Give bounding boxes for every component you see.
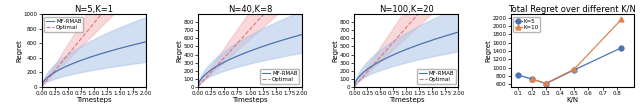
Y-axis label: Regret: Regret (485, 39, 491, 62)
Legend: MF-RMAB, Optimal: MF-RMAB, Optimal (260, 69, 300, 84)
K=5 (570, 69, 578, 71)
K=5 (514, 74, 522, 76)
K=10 (528, 78, 536, 80)
K=10 (618, 19, 625, 20)
Title: N=5,K=1: N=5,K=1 (74, 5, 113, 14)
K=5 (528, 78, 536, 80)
Title: N=40,K=8: N=40,K=8 (228, 5, 272, 14)
X-axis label: Timesteps: Timesteps (388, 97, 424, 103)
K=10 (542, 83, 550, 84)
X-axis label: K/N: K/N (566, 97, 578, 103)
Legend: MF-RMAB, Optimal: MF-RMAB, Optimal (417, 69, 456, 84)
K=10 (570, 68, 578, 70)
Y-axis label: Regret: Regret (176, 39, 182, 62)
Legend: MF-RMAB, Optimal: MF-RMAB, Optimal (44, 17, 83, 32)
Title: N=100,K=20: N=100,K=20 (379, 5, 434, 14)
Y-axis label: Regret: Regret (332, 39, 339, 62)
K=5 (542, 83, 550, 84)
X-axis label: Timesteps: Timesteps (76, 97, 111, 103)
K=5 (618, 47, 625, 49)
Line: K=10: K=10 (529, 17, 624, 86)
Title: Total Regret over different K/N: Total Regret over different K/N (508, 5, 636, 14)
Legend: K=5, K=10: K=5, K=10 (513, 17, 540, 32)
X-axis label: Timesteps: Timesteps (232, 97, 268, 103)
Line: K=5: K=5 (515, 45, 624, 86)
Y-axis label: Regret: Regret (16, 39, 22, 62)
